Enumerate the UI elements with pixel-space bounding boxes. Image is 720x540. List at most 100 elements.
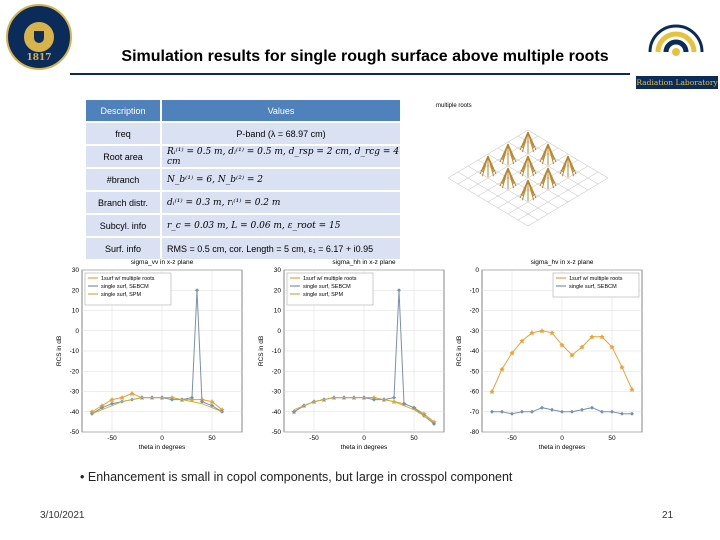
data-point xyxy=(129,390,135,397)
y-tick-label: -20 xyxy=(470,308,480,315)
y-tick-label: 20 xyxy=(72,287,80,294)
data-point xyxy=(529,330,535,336)
y-tick-label: -10 xyxy=(272,348,282,355)
y-tick-label: -20 xyxy=(272,368,282,375)
data-point xyxy=(292,409,296,414)
legend-entry: 1surf w/ multiple roots xyxy=(303,276,357,282)
x-tick-label: 0 xyxy=(560,435,564,442)
row-value: P-band (λ = 68.97 cm) xyxy=(162,123,400,144)
table-row: #branch N_b⁽¹⁾ = 6, N_b⁽²⁾ = 2 xyxy=(86,169,400,190)
data-point xyxy=(190,395,194,400)
slide-date: 3/10/2021 xyxy=(40,510,85,521)
legend-entry: 1surf w/ multiple roots xyxy=(569,276,623,282)
bullet-text: Enhancement is small in copol components… xyxy=(87,470,513,484)
y-tick-label: -40 xyxy=(70,409,80,416)
data-point xyxy=(509,350,515,356)
y-axis-label: RCS in dB xyxy=(56,336,63,366)
y-tick-label: -60 xyxy=(470,389,480,396)
chart-sigma-hh: sigma_hh in x-z plane 30 20 10 0 -10 -20 -30 -40… xyxy=(258,259,445,451)
series-line xyxy=(91,397,223,415)
data-point xyxy=(560,409,564,414)
data-point xyxy=(559,342,565,348)
data-point xyxy=(619,364,625,370)
data-point xyxy=(590,405,594,410)
row-value: N_b⁽¹⁾ = 6, N_b⁽²⁾ = 2 xyxy=(162,169,400,190)
row-label: freq xyxy=(86,123,160,144)
row-value: dᵢ⁽¹⁾ = 0.3 m, rᵢ⁽¹⁾ = 0.2 m xyxy=(162,192,400,213)
data-point xyxy=(490,409,494,414)
row-label: Branch distr. xyxy=(86,192,160,213)
data-point xyxy=(402,401,406,406)
y-tick-label: -40 xyxy=(272,409,282,416)
y-tick-label: -10 xyxy=(70,348,80,355)
legend-entry: single surf, SEBCM xyxy=(569,284,617,290)
data-point xyxy=(599,334,605,340)
data-point xyxy=(530,409,534,414)
y-tick-label: -50 xyxy=(70,429,80,436)
x-tick-label: -50 xyxy=(507,435,517,442)
data-point xyxy=(540,405,544,410)
row-label: Surf. info xyxy=(86,238,160,259)
multiple-roots-3d-figure xyxy=(447,129,609,227)
y-tick-label: -30 xyxy=(70,389,80,396)
x-tick-label: -50 xyxy=(107,435,117,442)
radiation-lab-label: Radiation Laboratory xyxy=(636,76,718,89)
data-point xyxy=(489,388,495,395)
root-glyph xyxy=(519,155,537,177)
data-point xyxy=(610,409,614,414)
legend-entry: 1surf w/ multiple roots xyxy=(101,276,155,282)
legend-box xyxy=(552,272,640,298)
table-header-row: Description Values xyxy=(86,100,400,121)
chart-sigma-hv: sigma_hv in x-z plane 0 -10 -20 -30 -40 -50 -60… xyxy=(456,259,643,451)
data-point xyxy=(630,411,634,416)
parameter-table: Description Values freq P-band (λ = 68.9… xyxy=(84,98,402,261)
y-tick-label: 0 xyxy=(75,328,79,335)
row-label: Subcyl. info xyxy=(86,215,160,236)
y-tick-label: -30 xyxy=(272,389,282,396)
data-point xyxy=(550,407,554,412)
table-row: Branch distr. dᵢ⁽¹⁾ = 0.3 m, rᵢ⁽¹⁾ = 0.2… xyxy=(86,192,400,213)
data-point xyxy=(110,401,114,406)
bullet-point: • Enhancement is small in copol componen… xyxy=(80,470,513,484)
y-tick-label: -40 xyxy=(470,348,480,355)
data-point xyxy=(200,399,204,404)
seal-year: 1817 xyxy=(26,53,52,63)
row-label: Root area xyxy=(86,146,160,167)
shield-icon xyxy=(34,31,44,43)
data-point xyxy=(539,328,545,334)
header-description: Description xyxy=(86,100,160,121)
legend-box xyxy=(84,272,172,306)
data-point xyxy=(520,409,524,414)
row-value: r_c = 0.03 m, L = 0.06 m, ε_root = 15 xyxy=(162,215,400,236)
data-point xyxy=(109,397,115,403)
root-glyph xyxy=(519,131,537,153)
y-tick-label: -30 xyxy=(470,328,480,335)
chart-title: sigma_vv in x-z plane xyxy=(131,259,194,266)
y-axis-label: RCS in dB xyxy=(456,336,463,366)
root-glyph xyxy=(519,179,537,201)
series-line xyxy=(293,397,435,423)
y-tick-label: -20 xyxy=(70,368,80,375)
table-row: freq P-band (λ = 68.97 cm) xyxy=(86,123,400,144)
x-tick-label: 50 xyxy=(410,435,418,442)
x-tick-label: 0 xyxy=(160,435,164,442)
chart-title: sigma_hh in x-z plane xyxy=(332,259,396,266)
legend-box xyxy=(286,272,374,306)
data-point xyxy=(392,395,396,400)
university-seal-logo: 1817 xyxy=(6,4,72,70)
row-value: RMS = 0.5 cm, cor. Length = 5 cm, ε₁ = 6… xyxy=(162,238,400,259)
y-tick-label: 30 xyxy=(274,267,282,274)
figure-3d-label: multiple roots xyxy=(436,103,472,109)
slide-title: Simulation results for single rough surf… xyxy=(121,48,609,65)
root-glyph xyxy=(539,143,557,165)
table-row: Root area Rᵢ⁽¹⁾ = 0.5 m, dᵢ⁽¹⁾ = 0.5 m, … xyxy=(86,146,400,167)
data-point xyxy=(432,421,436,426)
data-point xyxy=(119,394,125,401)
y-tick-label: 0 xyxy=(277,328,281,335)
row-label: #branch xyxy=(86,169,160,190)
y-tick-label: -50 xyxy=(470,368,480,375)
data-point xyxy=(629,386,635,393)
chart-title: sigma_hv in x-z plane xyxy=(531,259,594,266)
y-tick-label: 10 xyxy=(274,308,282,315)
slide-number: 21 xyxy=(662,510,674,521)
